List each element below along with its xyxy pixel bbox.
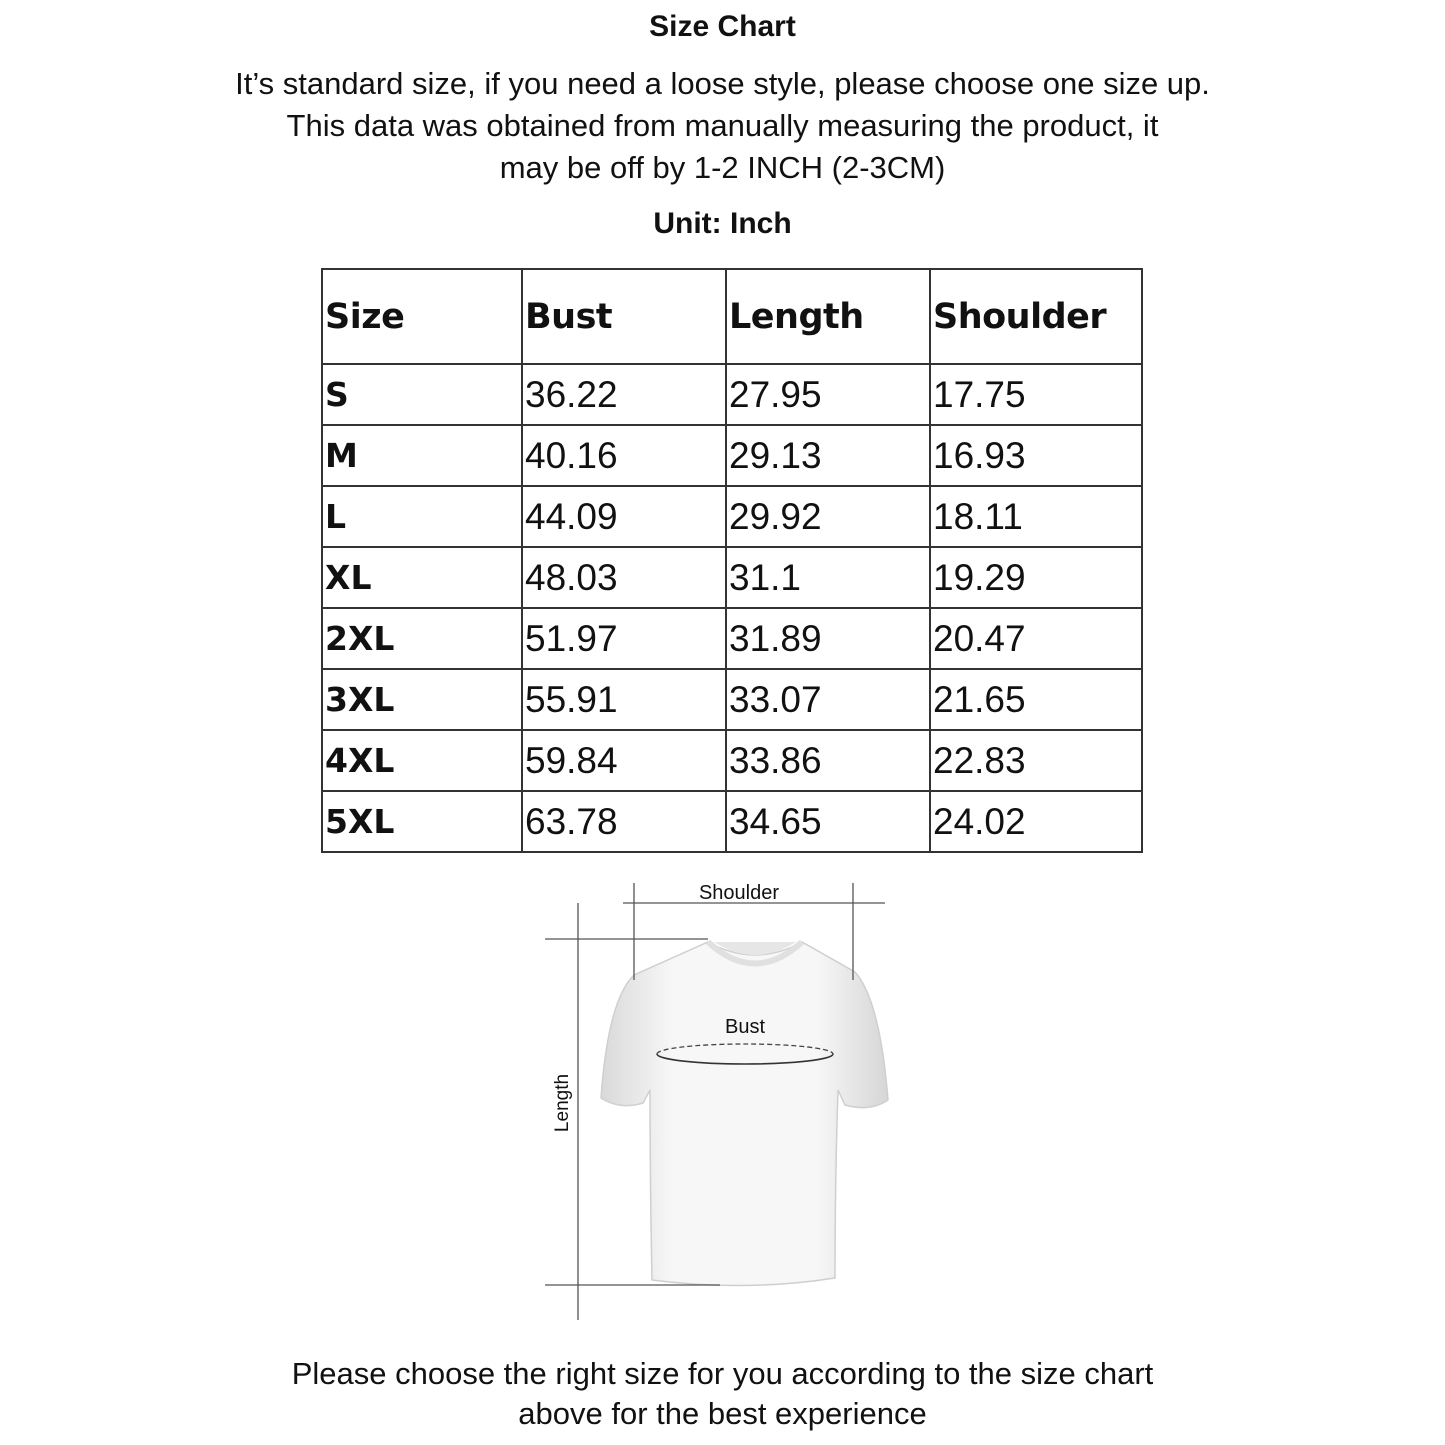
footer-text-line: above for the best experience [518, 1396, 927, 1431]
intro-text-line: It’s standard size, if you need a loose … [235, 66, 1210, 101]
intro-text-line: may be off by 1-2 INCH (2-3CM) [499, 150, 946, 185]
cell-shoulder: 21.65 [929, 668, 1143, 731]
cell-size: XL [321, 546, 523, 609]
header-size: Size [321, 268, 523, 365]
cell-shoulder: 19.29 [929, 546, 1143, 609]
cell-bust: 44.09 [521, 485, 727, 548]
cell-shoulder: 20.47 [929, 607, 1143, 670]
cell-bust: 59.84 [521, 729, 727, 792]
cell-bust: 48.03 [521, 546, 727, 609]
footer-text-line: Please choose the right size for you acc… [291, 1356, 1154, 1391]
cell-length: 29.13 [725, 424, 931, 487]
cell-bust: 63.78 [521, 790, 727, 853]
cell-bust: 36.22 [521, 363, 727, 426]
table-row: 4XL 59.84 33.86 22.83 [321, 729, 1143, 792]
cell-length: 34.65 [725, 790, 931, 853]
header-bust: Bust [521, 268, 727, 365]
intro-text-line: This data was obtained from manually mea… [286, 108, 1159, 143]
length-label: Length [552, 1074, 573, 1132]
cell-length: 27.95 [725, 363, 931, 426]
table-header-row: Size Bust Length Shoulder [321, 268, 1143, 365]
cell-size: 2XL [321, 607, 523, 670]
table-row: 5XL 63.78 34.65 24.02 [321, 790, 1143, 853]
cell-size: 3XL [321, 668, 523, 731]
cell-size: S [321, 363, 523, 426]
cell-size: L [321, 485, 523, 548]
cell-size: 5XL [321, 790, 523, 853]
cell-shoulder: 17.75 [929, 363, 1143, 426]
bust-ellipse [656, 1043, 834, 1065]
table-row: 2XL 51.97 31.89 20.47 [321, 607, 1143, 670]
header-length: Length [725, 268, 931, 365]
table-row: XL 48.03 31.1 19.29 [321, 546, 1143, 609]
cell-bust: 51.97 [521, 607, 727, 670]
bust-label: Bust [725, 1016, 765, 1038]
cell-shoulder: 24.02 [929, 790, 1143, 853]
tshirt-image [600, 939, 889, 1287]
table-row: S 36.22 27.95 17.75 [321, 363, 1143, 426]
table-row: M 40.16 29.13 16.93 [321, 424, 1143, 487]
page-title: Size Chart [649, 10, 796, 43]
cell-size: M [321, 424, 523, 487]
table-row: 3XL 55.91 33.07 21.65 [321, 668, 1143, 731]
cell-length: 31.1 [725, 546, 931, 609]
header-shoulder: Shoulder [929, 268, 1143, 365]
cell-size: 4XL [321, 729, 523, 792]
cell-length: 33.07 [725, 668, 931, 731]
cell-shoulder: 16.93 [929, 424, 1143, 487]
cell-length: 33.86 [725, 729, 931, 792]
measurement-lines [545, 883, 885, 1320]
table-row: L 44.09 29.92 18.11 [321, 485, 1143, 548]
cell-length: 31.89 [725, 607, 931, 670]
unit-label: Unit: Inch [653, 207, 792, 240]
cell-bust: 55.91 [521, 668, 727, 731]
shoulder-label: Shoulder [699, 882, 779, 904]
cell-bust: 40.16 [521, 424, 727, 487]
size-table: Size Bust Length Shoulder S 36.22 27.95 17.… [321, 268, 1143, 853]
cell-shoulder: 22.83 [929, 729, 1143, 792]
cell-length: 29.92 [725, 485, 931, 548]
cell-shoulder: 18.11 [929, 485, 1143, 548]
